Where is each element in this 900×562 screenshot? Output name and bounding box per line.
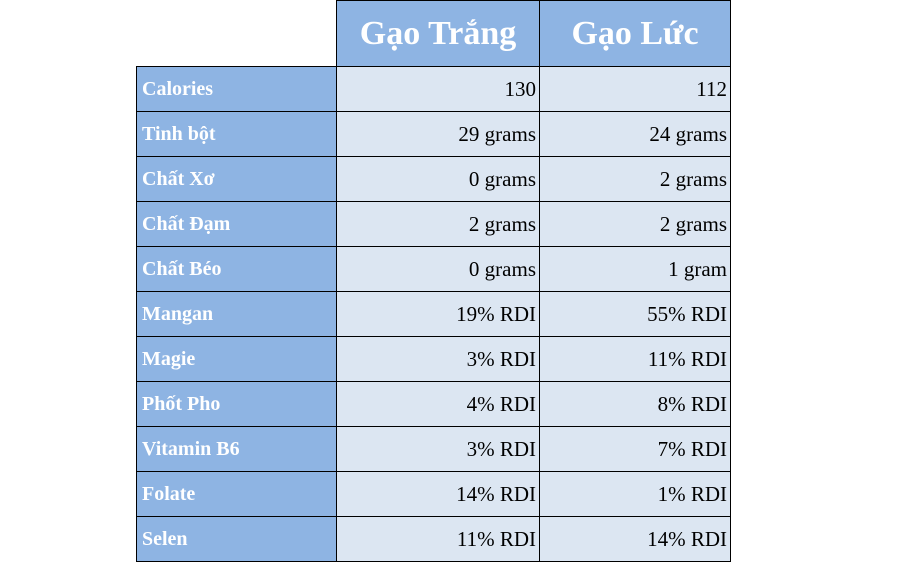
white-rice-value: 3% RDI [336, 336, 540, 382]
table-row: Calories 130 112 [136, 66, 731, 112]
white-rice-value: 4% RDI [336, 381, 540, 427]
header-brown-rice: Gạo Lức [539, 0, 731, 67]
blank-corner-cell [136, 0, 337, 67]
table-header-row: Gạo Trắng Gạo Lức [136, 0, 731, 67]
table-row: Magie 3% RDI 11% RDI [136, 336, 731, 382]
table-row: Chất Béo 0 grams 1 gram [136, 246, 731, 292]
white-rice-value: 14% RDI [336, 471, 540, 517]
white-rice-value: 3% RDI [336, 426, 540, 472]
row-label: Mangan [136, 291, 337, 337]
white-rice-value: 19% RDI [336, 291, 540, 337]
brown-rice-value: 24 grams [539, 111, 731, 157]
row-label: Chất Xơ [136, 156, 337, 202]
white-rice-value: 0 grams [336, 156, 540, 202]
table-row: Chất Xơ 0 grams 2 grams [136, 156, 731, 202]
brown-rice-value: 1% RDI [539, 471, 731, 517]
table-row: Selen 11% RDI 14% RDI [136, 516, 731, 562]
brown-rice-value: 55% RDI [539, 291, 731, 337]
brown-rice-value: 112 [539, 66, 731, 112]
brown-rice-value: 11% RDI [539, 336, 731, 382]
nutrition-comparison-table: Gạo Trắng Gạo Lức Calories 130 112 Tinh … [136, 0, 731, 562]
table-row: Chất Đạm 2 grams 2 grams [136, 201, 731, 247]
header-white-rice: Gạo Trắng [336, 0, 540, 67]
white-rice-value: 0 grams [336, 246, 540, 292]
row-label: Tinh bột [136, 111, 337, 157]
row-label: Chất Đạm [136, 201, 337, 247]
brown-rice-value: 8% RDI [539, 381, 731, 427]
row-label: Magie [136, 336, 337, 382]
table-row: Vitamin B6 3% RDI 7% RDI [136, 426, 731, 472]
table-row: Folate 14% RDI 1% RDI [136, 471, 731, 517]
white-rice-value: 11% RDI [336, 516, 540, 562]
white-rice-value: 2 grams [336, 201, 540, 247]
row-label: Vitamin B6 [136, 426, 337, 472]
row-label: Selen [136, 516, 337, 562]
row-label: Calories [136, 66, 337, 112]
row-label: Chất Béo [136, 246, 337, 292]
brown-rice-value: 2 grams [539, 156, 731, 202]
brown-rice-value: 2 grams [539, 201, 731, 247]
table-row: Phốt Pho 4% RDI 8% RDI [136, 381, 731, 427]
white-rice-value: 130 [336, 66, 540, 112]
brown-rice-value: 14% RDI [539, 516, 731, 562]
white-rice-value: 29 grams [336, 111, 540, 157]
row-label: Phốt Pho [136, 381, 337, 427]
row-label: Folate [136, 471, 337, 517]
table-row: Mangan 19% RDI 55% RDI [136, 291, 731, 337]
brown-rice-value: 1 gram [539, 246, 731, 292]
brown-rice-value: 7% RDI [539, 426, 731, 472]
table-row: Tinh bột 29 grams 24 grams [136, 111, 731, 157]
